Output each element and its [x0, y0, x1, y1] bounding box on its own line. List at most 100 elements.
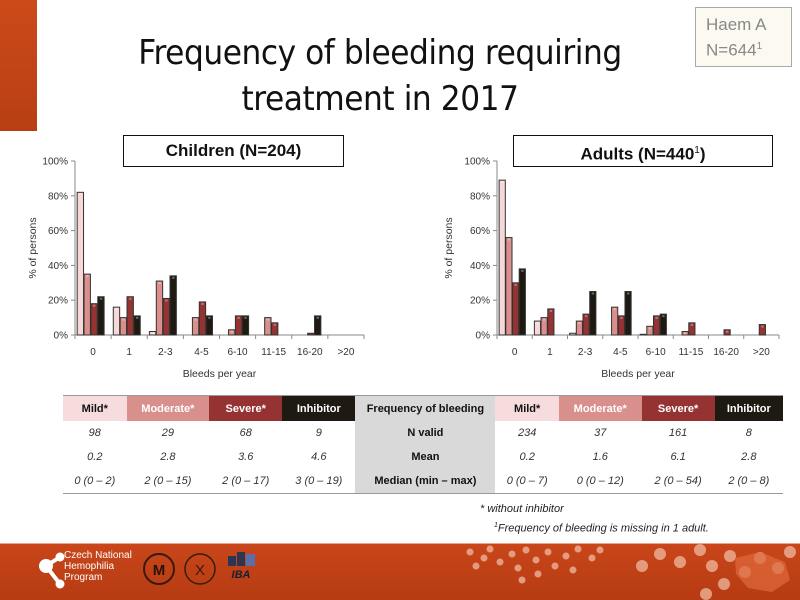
iba-logo-icon: IBA [228, 552, 255, 581]
y-axis-label: % of persons [443, 217, 455, 278]
bar-severe [617, 315, 625, 336]
table-cell-adults: 37 [594, 427, 607, 439]
adults-title-sup: 1 [694, 145, 700, 156]
haem-count-value: N=644 [706, 40, 757, 60]
bar-highlight [507, 238, 511, 241]
bar-moderate [611, 306, 619, 336]
table-row-label: Mean [355, 445, 496, 469]
table-cell-children: 2 (0 – 17) [222, 475, 270, 487]
bar-highlight [521, 269, 524, 272]
bar-highlight [194, 318, 197, 321]
header-adults-mild: Mild* [495, 396, 559, 421]
bar-highlight [684, 332, 687, 335]
bar-inhibitor [518, 268, 526, 336]
hemophilia-program-logo-icon [39, 552, 65, 589]
bar-moderate [264, 317, 272, 336]
bar-mild [639, 333, 647, 336]
bar-highlight [99, 297, 103, 300]
bar-mild [569, 332, 577, 336]
bar-severe [582, 313, 590, 336]
medical-society-seal-icon: X [184, 553, 216, 585]
bar-inhibitor [169, 275, 177, 336]
footer-bar [0, 544, 800, 600]
header-children-moderate: Moderate* [126, 396, 210, 421]
bar-highlight [655, 316, 658, 319]
table-cell-children: 98 [88, 427, 101, 439]
bar-highlight [244, 316, 247, 319]
bar-highlight [316, 316, 319, 319]
bar-highlight [613, 308, 616, 311]
bar-highlight [626, 292, 630, 295]
x-tick-label: 0 [512, 347, 518, 358]
haem-label: Haem A [706, 15, 767, 34]
bar-highlight [690, 323, 694, 326]
x-tick-label: 0 [90, 347, 96, 358]
table-cell-children: 3 (0 – 19) [295, 475, 343, 487]
bar-mild [76, 191, 85, 336]
bar-moderate [575, 320, 584, 336]
table-cell-children: 9 [315, 427, 322, 439]
logo-line-1: Czech National [64, 550, 132, 561]
bar-highlight [135, 316, 139, 319]
bar-highlight [122, 318, 125, 321]
header-frequency: Frequency of bleeding [355, 396, 496, 421]
bar-highlight [129, 297, 132, 300]
bar-moderate [540, 317, 548, 336]
bar-severe [512, 282, 520, 336]
bar-highlight [115, 308, 118, 311]
university-seal-icon: M [143, 553, 175, 585]
x-tick-label: >20 [753, 347, 770, 358]
bar-highlight [165, 299, 168, 302]
bar-moderate [119, 317, 128, 336]
footnote-sup: 1 [494, 522, 498, 529]
adults-chart-title: Adults (N=4401) [513, 135, 773, 167]
bar-inhibitor [97, 296, 105, 336]
bar-highlight [273, 323, 276, 326]
header-children-mild: Mild* [63, 396, 127, 421]
bar-inhibitor [205, 315, 213, 336]
table-cell-adults: 8 [745, 427, 752, 439]
bar-highlight [620, 316, 623, 319]
table-cell-children: 68 [239, 427, 252, 439]
bar-severe [758, 324, 766, 336]
table-cell-adults: 2.8 [741, 451, 757, 463]
table-row-label: Median (min – max) [355, 469, 496, 493]
bar-severe [653, 315, 661, 336]
bar-severe [307, 332, 315, 336]
title-line-2: treatment in 2017 [241, 79, 519, 119]
x-tick-label: 4-5 [613, 347, 628, 358]
children-title-text: Children (N=204) [165, 141, 302, 160]
svg-text:IBA: IBA [232, 569, 251, 581]
bar-moderate [646, 325, 654, 336]
footer-decoration: M X IBA [39, 544, 796, 600]
czech-map-icon [735, 552, 790, 592]
x-tick-label: 6-10 [646, 347, 666, 358]
bar-highlight [230, 330, 233, 333]
bar-highlight [578, 322, 581, 325]
bar-highlight [158, 282, 161, 285]
y-tick-label: 60% [48, 226, 68, 237]
x-tick-label: >20 [337, 347, 354, 358]
footer-divider [0, 543, 800, 544]
y-tick-label: 100% [464, 157, 490, 168]
table-body: 98 29 68 9 N valid 234 37 161 8 0.2 2.8 3.6 4.6 Mean 0… [63, 421, 783, 493]
bar-highlight [648, 327, 652, 330]
bar-highlight [761, 325, 764, 328]
table-cell-children: 3.6 [238, 451, 254, 463]
header-children-inhibitor: Inhibitor [282, 396, 356, 421]
y-tick-label: 0% [54, 331, 69, 342]
table-cell-children: 0.2 [87, 451, 103, 463]
bar-mild [498, 179, 506, 336]
table-cell-adults: 161 [668, 427, 688, 439]
x-tick-label: 1 [547, 347, 553, 358]
header-adults-inhibitor: Inhibitor [714, 396, 783, 421]
table-cell-adults: 234 [517, 427, 537, 439]
bar-highlight [201, 302, 204, 305]
bar-highlight [208, 316, 211, 319]
svg-text:M: M [153, 562, 166, 579]
y-tick-label: 80% [48, 191, 68, 202]
y-tick-label: 60% [470, 226, 490, 237]
bar-inhibitor [659, 313, 667, 336]
y-tick-label: 40% [48, 261, 68, 272]
